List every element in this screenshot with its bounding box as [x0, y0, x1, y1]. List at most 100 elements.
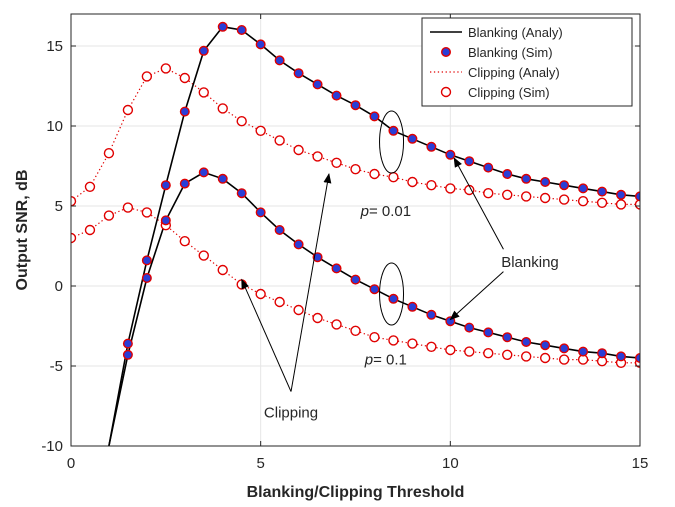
- data-point: [426, 309, 437, 320]
- legend-label: Clipping (Analy): [468, 65, 560, 80]
- data-point: [71, 196, 77, 207]
- group-ellipse-p01: [379, 262, 405, 326]
- group-ellipse-p001: [379, 110, 405, 174]
- data-point: [122, 338, 133, 349]
- data-point: [521, 191, 532, 202]
- data-point: [445, 344, 456, 356]
- data-point: [635, 191, 640, 202]
- data-point: [407, 176, 418, 188]
- data-point: [141, 273, 152, 284]
- x-tick-label: 5: [256, 455, 264, 472]
- data-point: [426, 179, 437, 191]
- data-point: [160, 63, 172, 74]
- data-point: [331, 319, 342, 330]
- blanking-arrow-upper: [453, 157, 504, 250]
- data-point: [179, 178, 190, 189]
- data-point: [312, 252, 323, 263]
- legend-label: Blanking (Analy): [468, 25, 563, 40]
- data-point: [84, 181, 96, 193]
- legend-label: Clipping (Sim): [468, 85, 550, 100]
- data-point: [388, 171, 399, 183]
- y-tick-label: 5: [55, 198, 63, 215]
- annotation-value: = 0.01: [369, 203, 411, 220]
- data-point: [331, 157, 342, 169]
- data-point: [578, 346, 589, 357]
- axis-ticks: 0 5 10 15 -10 -5 0 5 10 15: [41, 14, 648, 472]
- data-point: [615, 199, 627, 210]
- plot-series: [71, 21, 640, 446]
- data-point: [616, 189, 627, 200]
- data-point: [483, 327, 494, 338]
- data-point: [539, 192, 551, 204]
- data-point: [122, 202, 134, 213]
- annotation-label: p= 0.1: [364, 352, 407, 369]
- data-point: [255, 288, 266, 300]
- data-point: [293, 68, 304, 79]
- data-point: [388, 335, 399, 346]
- data-point: [369, 332, 380, 343]
- plot-frame: [70, 13, 641, 447]
- data-point: [160, 215, 171, 226]
- data-point: [103, 147, 115, 159]
- legend: Blanking (Analy) Blanking (Sim) Clipping (…: [421, 17, 633, 107]
- clipping-arrow-lower: [241, 278, 292, 392]
- annotation-label: Blanking: [501, 254, 559, 271]
- annotation-label: p= 0.01: [360, 203, 411, 220]
- data-point: [217, 21, 228, 32]
- data-point: [141, 71, 153, 82]
- data-point: [540, 340, 551, 351]
- data-point: [274, 135, 285, 146]
- data-point: [521, 337, 532, 348]
- data-point: [635, 353, 640, 363]
- annotation-label: Clipping: [264, 404, 318, 421]
- data-point: [369, 284, 380, 295]
- data-point: [445, 149, 456, 160]
- data-point: [558, 354, 570, 365]
- data-point: [597, 186, 608, 197]
- data-point: [464, 346, 475, 357]
- data-point: [502, 332, 513, 343]
- data-point: [521, 351, 532, 362]
- y-tick-label: 0: [55, 278, 63, 295]
- data-point: [350, 274, 361, 285]
- series-dotted-p=0.1: [71, 206, 640, 364]
- annotation-value: = 0.1: [373, 352, 407, 369]
- data-point: [634, 199, 640, 210]
- data-point: [179, 106, 190, 117]
- data-point: [217, 103, 228, 114]
- data-point: [350, 325, 361, 336]
- data-point: [578, 183, 589, 194]
- clipping-arrow-upper: [290, 173, 332, 392]
- data-point: [350, 163, 361, 175]
- data-point: [350, 100, 361, 111]
- data-point: [217, 173, 228, 184]
- data-point: [236, 115, 247, 127]
- data-point: [445, 183, 456, 194]
- data-point: [312, 312, 323, 324]
- data-point: [179, 72, 191, 84]
- x-tick-label: 15: [632, 455, 649, 472]
- legend-swatch-open-marker: [440, 86, 452, 98]
- legend-swatch-marker: [441, 47, 452, 58]
- data-point: [407, 301, 418, 312]
- data-point: [122, 104, 134, 116]
- y-axis-label: Output SNR, dB: [14, 170, 31, 291]
- series-open-marker-p=0.01: [71, 63, 640, 210]
- data-point: [274, 55, 285, 66]
- data-point: [407, 338, 418, 349]
- blanking-arrow-lower: [449, 271, 504, 321]
- data-point: [274, 296, 285, 308]
- data-point: [312, 151, 323, 162]
- data-point: [616, 351, 627, 362]
- data-point: [388, 125, 399, 136]
- series-marker-p=0.01: [122, 21, 640, 349]
- data-point: [274, 224, 285, 235]
- data-point: [293, 239, 304, 250]
- data-point: [559, 180, 570, 191]
- data-point: [160, 180, 171, 191]
- data-point: [198, 167, 209, 178]
- data-point: [596, 197, 608, 209]
- data-point: [558, 194, 570, 205]
- data-point: [483, 187, 494, 199]
